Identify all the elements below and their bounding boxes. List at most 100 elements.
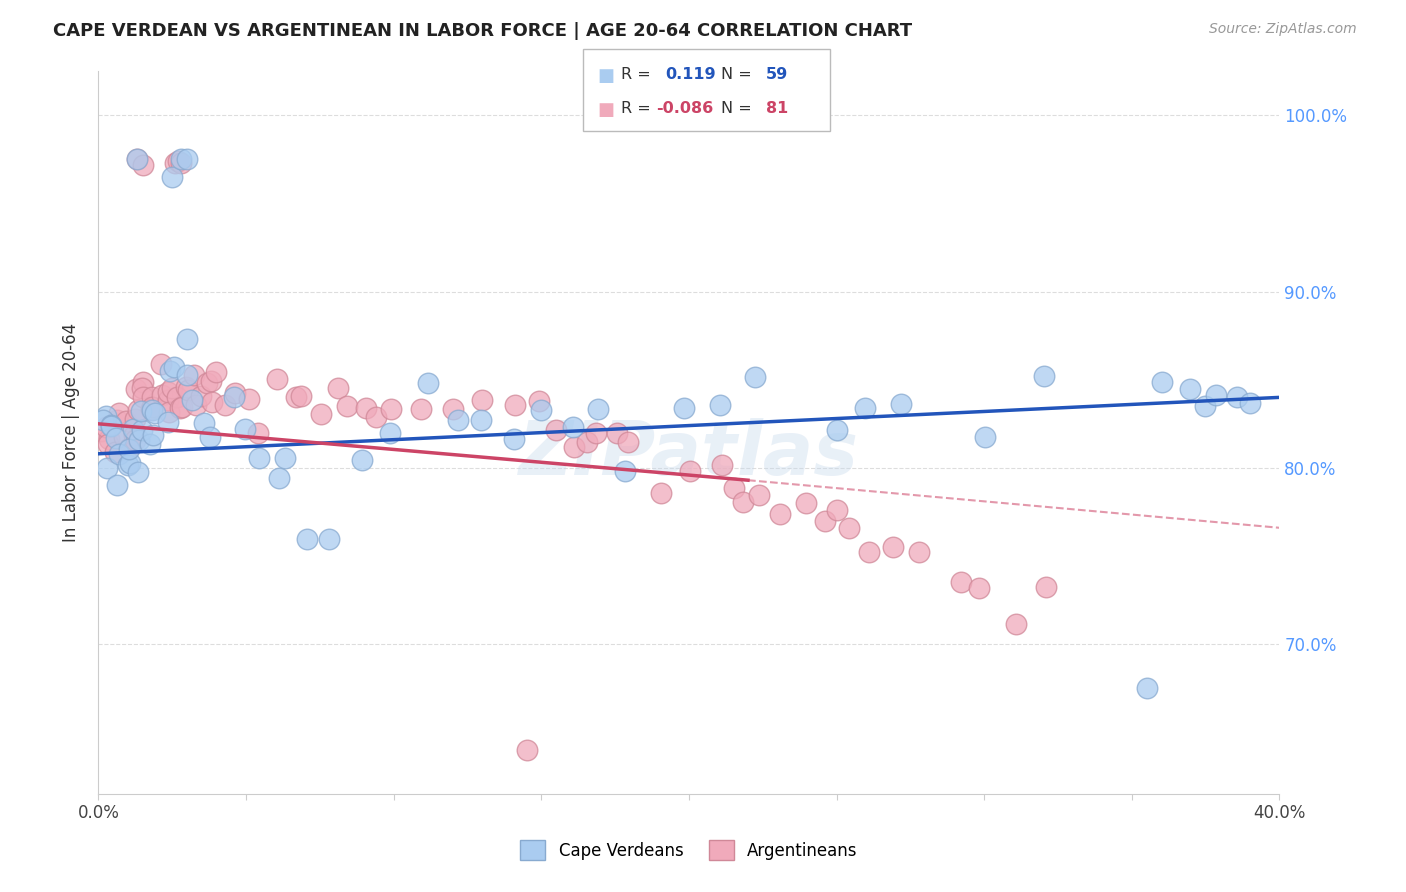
Point <box>176 332 198 346</box>
Point <box>150 357 173 371</box>
Text: ■: ■ <box>598 67 614 85</box>
Point <box>1004 616 1026 631</box>
Point <box>98 432 121 446</box>
Point <box>561 420 583 434</box>
Point <box>613 464 636 478</box>
Point <box>224 390 246 404</box>
Point <box>90 424 112 438</box>
Point <box>882 541 904 555</box>
Point <box>131 423 153 437</box>
Point <box>336 399 359 413</box>
Point <box>169 401 191 415</box>
Point <box>200 374 222 388</box>
Point <box>174 380 197 394</box>
Point <box>118 441 141 455</box>
Point <box>853 401 876 416</box>
Point <box>238 392 260 407</box>
Point <box>679 464 702 478</box>
Point <box>125 153 148 167</box>
Point <box>157 416 180 430</box>
Point <box>100 418 122 433</box>
Point <box>139 401 162 416</box>
Point <box>122 422 145 436</box>
Point <box>112 430 135 444</box>
Point <box>170 400 193 414</box>
Point <box>544 424 567 438</box>
Point <box>105 477 128 491</box>
Point <box>295 532 318 546</box>
Point <box>100 419 122 434</box>
Point <box>105 413 128 427</box>
Point <box>890 397 912 411</box>
Point <box>470 413 492 427</box>
Point <box>94 420 117 434</box>
Point <box>606 425 628 440</box>
Point <box>814 514 837 528</box>
Point <box>176 153 198 167</box>
Point <box>108 406 131 420</box>
Point <box>132 375 155 389</box>
Point <box>150 388 173 402</box>
Point <box>326 381 349 395</box>
Point <box>949 574 972 589</box>
Point <box>117 458 139 472</box>
Point <box>1180 383 1202 397</box>
Text: CAPE VERDEAN VS ARGENTINEAN IN LABOR FORCE | AGE 20-64 CORRELATION CHART: CAPE VERDEAN VS ARGENTINEAN IN LABOR FOR… <box>53 22 912 40</box>
Text: R =: R = <box>621 101 651 116</box>
Point <box>586 402 609 417</box>
Point <box>160 381 183 395</box>
Point <box>748 488 770 502</box>
Point <box>247 451 270 466</box>
Point <box>447 413 470 427</box>
Point <box>184 398 207 412</box>
Point <box>354 401 377 415</box>
Point <box>1032 368 1054 383</box>
Point <box>516 743 538 757</box>
Point <box>127 403 149 417</box>
Point <box>290 389 312 403</box>
Point <box>908 544 931 558</box>
Point <box>190 389 212 403</box>
Point <box>105 431 128 445</box>
Point <box>118 442 141 457</box>
Point <box>378 426 401 441</box>
Text: 59: 59 <box>766 67 789 82</box>
Point <box>267 471 290 485</box>
Point <box>128 433 150 447</box>
Point <box>195 376 218 390</box>
Text: R =: R = <box>621 67 651 82</box>
Point <box>709 398 731 412</box>
Point <box>503 398 526 412</box>
Point <box>108 447 131 461</box>
Text: ■: ■ <box>598 101 614 119</box>
Point <box>1194 399 1216 413</box>
Point <box>409 402 432 417</box>
Point <box>224 386 246 401</box>
Point <box>142 428 165 442</box>
Point <box>176 368 198 383</box>
Point <box>132 158 155 172</box>
Text: 81: 81 <box>766 101 789 116</box>
Point <box>650 485 672 500</box>
Point <box>156 384 179 399</box>
Point <box>143 407 166 421</box>
Point <box>827 424 849 438</box>
Point <box>96 461 118 475</box>
Point <box>193 417 215 431</box>
Point <box>233 422 256 436</box>
Text: -0.086: -0.086 <box>657 101 714 116</box>
Point <box>352 452 374 467</box>
Point <box>1035 580 1057 594</box>
Text: 0.119: 0.119 <box>665 67 716 82</box>
Point <box>141 403 163 417</box>
Point <box>97 437 120 451</box>
Point <box>441 401 464 416</box>
Point <box>794 496 817 510</box>
Point <box>311 407 333 421</box>
Point <box>166 390 188 404</box>
Point <box>1205 388 1227 402</box>
Point <box>1136 681 1159 695</box>
Point <box>167 154 190 169</box>
Y-axis label: In Labor Force | Age 20-64: In Labor Force | Age 20-64 <box>62 323 80 542</box>
Point <box>91 413 114 427</box>
